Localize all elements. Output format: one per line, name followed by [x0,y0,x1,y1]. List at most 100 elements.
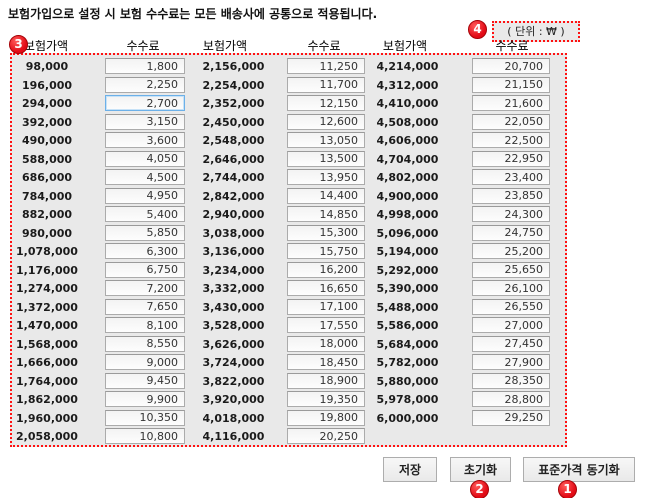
fee-input[interactable] [287,428,365,444]
fee-input[interactable] [472,150,550,167]
fee-input[interactable] [287,113,365,130]
insured-value-text: 5,488,000 [376,300,439,314]
fee-input[interactable] [105,335,185,352]
insured-value-text: 4,214,000 [376,60,439,73]
insured-value-text: 5,978,000 [376,393,439,406]
fee-input[interactable] [105,317,185,333]
fee-input[interactable] [287,224,365,241]
fee-input[interactable] [105,243,185,259]
fee-input[interactable] [287,58,365,74]
fee-input[interactable] [472,372,550,389]
fee-input[interactable] [472,409,550,426]
fee-input[interactable] [472,335,550,352]
insured-value-text: 5,194,000 [376,245,439,258]
insured-value-text: 2,254,000 [202,78,265,92]
fee-input[interactable] [472,76,550,93]
insured-value-text: 4,116,000 [202,430,265,443]
fee-input[interactable] [287,150,365,167]
fee-input[interactable] [472,298,550,315]
table-row: 1,176,000 3,234,000 5,292,000 [12,261,565,281]
table-row: 392,000 2,450,000 4,508,000 [12,113,565,133]
fee-input[interactable] [105,132,185,148]
insured-value-text: 5,684,000 [376,337,439,351]
insured-value-text: 5,390,000 [376,282,439,295]
fee-input[interactable] [472,243,550,259]
fee-input[interactable] [287,169,365,185]
fee-input[interactable] [105,428,185,444]
fee-input[interactable] [105,58,185,74]
fee-input[interactable] [287,409,365,426]
fee-input[interactable] [472,261,550,278]
fee-input[interactable] [105,206,185,222]
fee-input[interactable] [472,58,550,74]
insured-value-text: 4,018,000 [202,411,265,425]
standard-price-sync-button[interactable]: 표준가격 동기화 [523,457,635,482]
fee-input[interactable] [472,280,550,296]
fee-input[interactable] [472,169,550,185]
fee-input[interactable] [105,76,185,93]
insured-value-text: 3,332,000 [202,282,265,295]
insured-value-text: 1,862,000 [16,393,78,406]
fee-input[interactable] [287,354,365,370]
fee-input[interactable] [287,280,365,296]
reset-button[interactable]: 초기화 [450,457,511,482]
fee-input[interactable] [105,298,185,315]
fee-input[interactable] [472,187,550,204]
fee-input[interactable] [105,280,185,296]
insured-value-text: 490,000 [21,134,73,147]
table-row: 2,058,000 4,116,000 [12,428,565,447]
fee-input[interactable] [287,261,365,278]
fee-input[interactable] [287,76,365,93]
fee-input[interactable] [105,169,185,185]
fee-input[interactable] [287,317,365,333]
fee-input[interactable] [287,298,365,315]
insured-value-text: 2,842,000 [202,189,265,203]
table-row: 1,372,000 3,430,000 5,488,000 [12,298,565,318]
insurance-fee-table-panel: 98,000 2,156,000 4,214,000 196,000 2,254,000… [10,53,567,447]
insured-value-text: 784,000 [21,189,73,203]
insured-value-text: 882,000 [21,208,73,221]
fee-input[interactable] [472,317,550,333]
table-row: 490,000 2,548,000 4,606,000 [12,132,565,151]
insured-value-text: 4,998,000 [376,208,439,221]
insured-value-text: 294,000 [21,97,73,110]
save-button[interactable]: 저장 [383,457,437,482]
fee-input[interactable] [287,335,365,352]
annotation-badge-4: 4 [468,20,487,39]
fee-input[interactable] [105,113,185,130]
fee-input[interactable] [472,132,550,148]
annotation-badge-3: 3 [9,35,28,54]
fee-input[interactable] [287,95,365,111]
fee-input[interactable] [105,354,185,370]
fee-input[interactable] [472,113,550,130]
table-row: 1,470,000 3,528,000 5,586,000 [12,317,565,336]
fee-input[interactable] [105,187,185,204]
insured-value-text: 3,038,000 [202,226,265,240]
fee-input[interactable] [472,206,550,222]
insured-value-text: 3,822,000 [202,374,265,388]
fee-input[interactable] [105,391,185,407]
fee-input[interactable] [105,224,185,241]
fee-input[interactable] [287,243,365,259]
fee-input[interactable] [472,95,550,111]
fee-input[interactable] [472,354,550,370]
table-row: 1,862,000 3,920,000 5,978,000 [12,391,565,410]
fee-input[interactable] [287,132,365,148]
fee-input[interactable] [287,187,365,204]
fee-input[interactable] [105,409,185,426]
table-row: 1,764,000 3,822,000 5,880,000 [12,372,565,392]
insured-value-text: 1,764,000 [16,374,78,388]
insured-value-text: 1,176,000 [16,263,78,277]
fee-input[interactable] [105,372,185,389]
fee-input[interactable] [287,391,365,407]
table-row: 882,000 2,940,000 4,998,000 [12,206,565,225]
fee-input[interactable] [105,261,185,278]
fee-input[interactable] [105,150,185,167]
fee-input[interactable] [472,224,550,241]
insured-value-text: 3,430,000 [202,300,265,314]
fee-input[interactable] [472,391,550,407]
fee-input[interactable] [287,206,365,222]
insured-value-text: 686,000 [21,171,73,184]
fee-input[interactable] [105,95,185,111]
fee-input[interactable] [287,372,365,389]
